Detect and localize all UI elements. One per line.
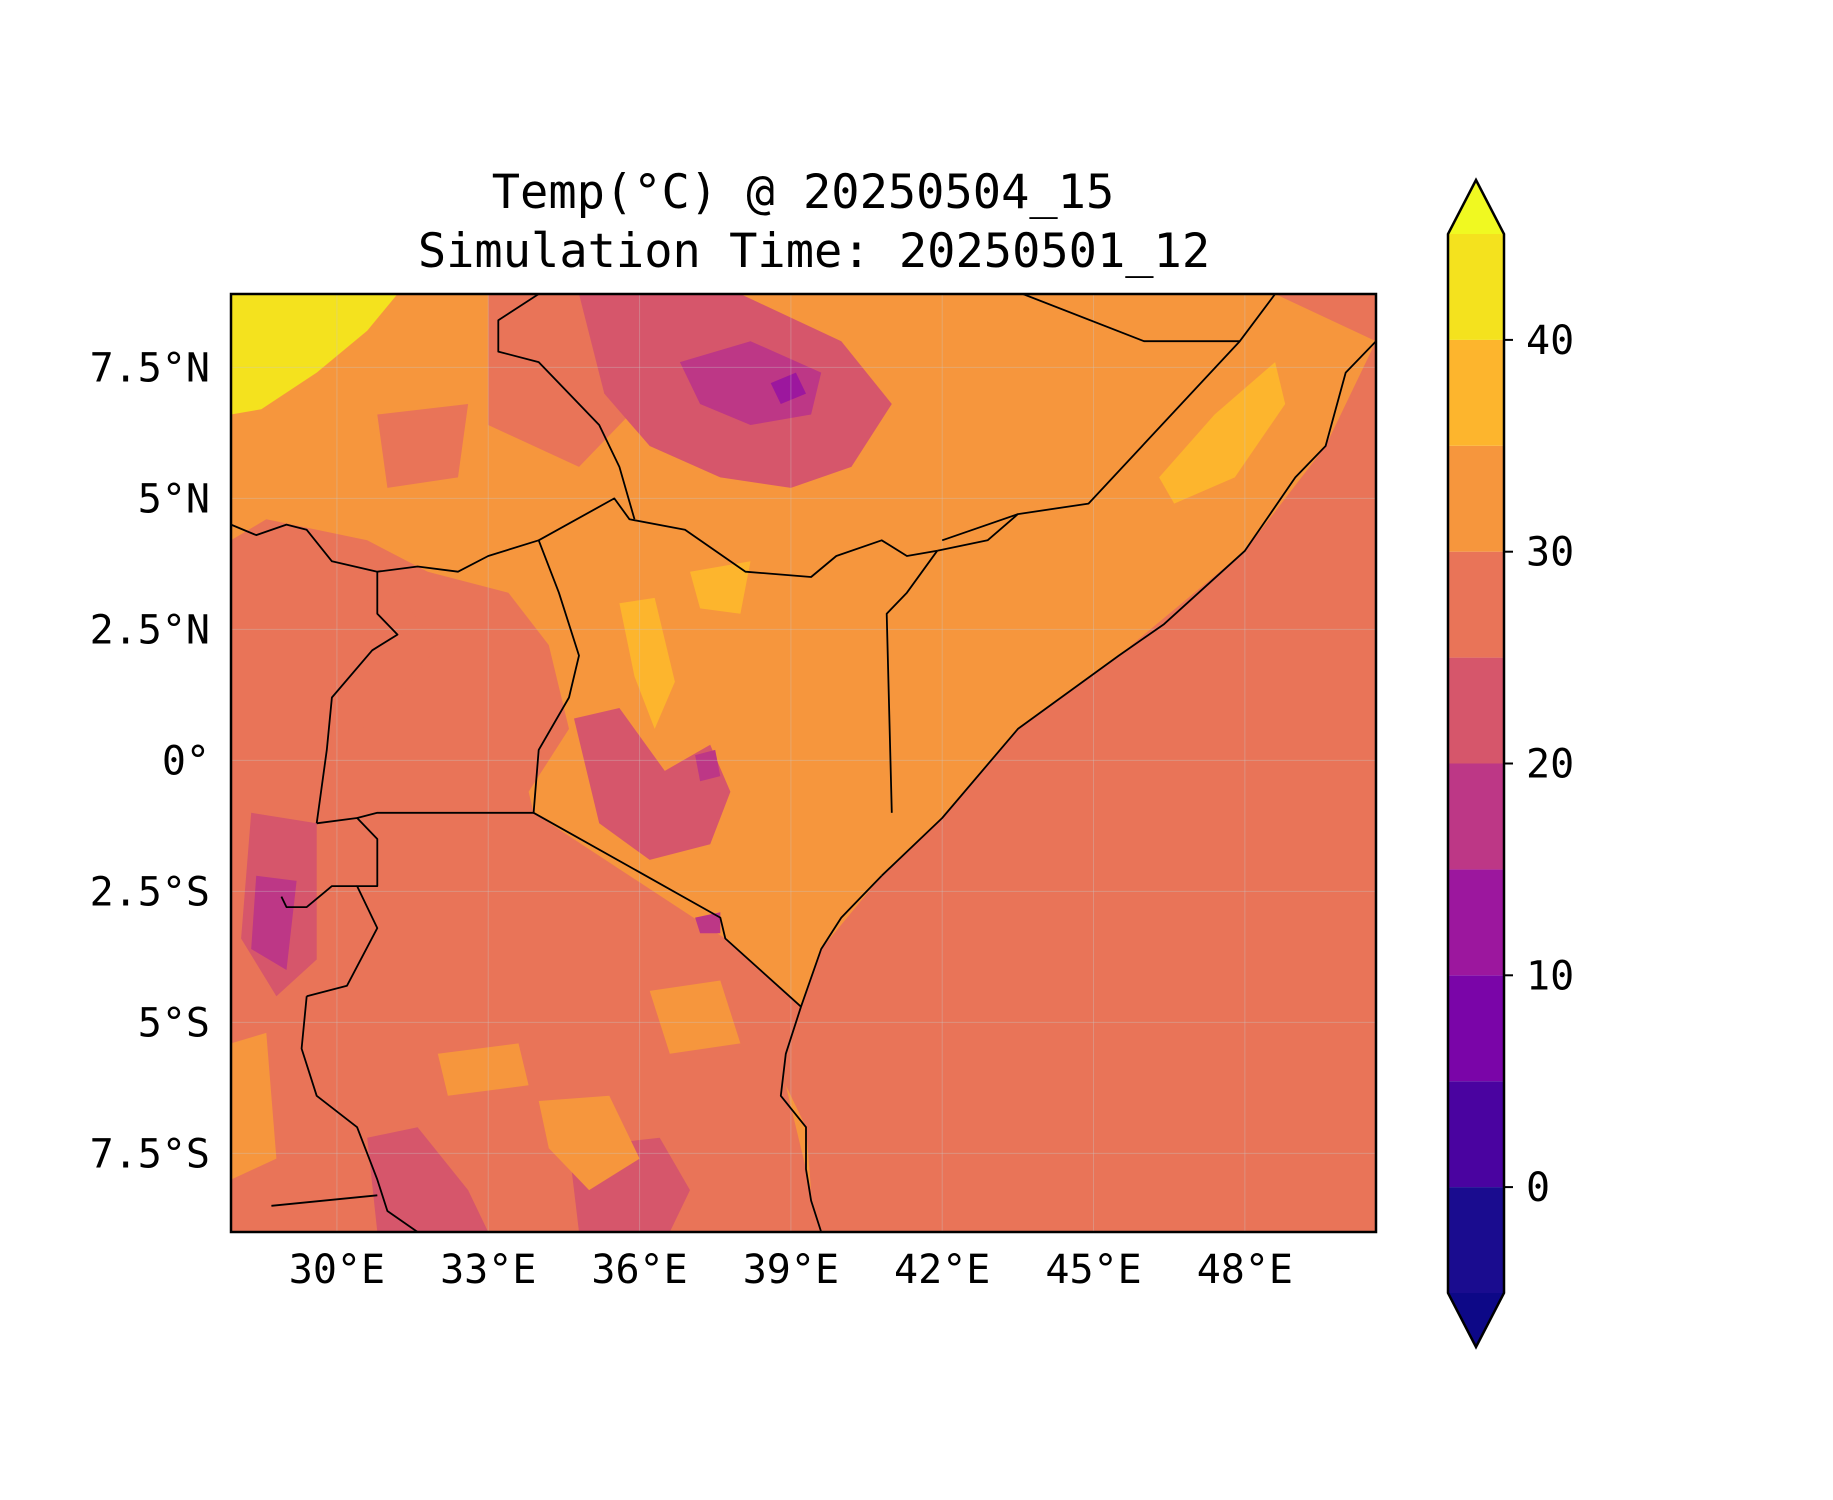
border-line-15 (881, 340, 1376, 877)
border-line-3 (937, 294, 1276, 552)
lat-tick-label: 5°N (138, 476, 210, 522)
colorbar-segment (1448, 975, 1504, 1082)
border-line-7 (306, 817, 379, 998)
region-uganda-west (316, 592, 438, 750)
land-patch-2 (377, 404, 469, 488)
region-west-edge-warm (231, 1032, 277, 1180)
colorbar-segment (1448, 869, 1504, 976)
border-line-6 (1022, 294, 1240, 343)
lon-tick-label: 33°E (440, 1247, 536, 1293)
region-mt-kenya (695, 749, 721, 782)
border-line-0 (533, 812, 802, 1008)
lon-tick-label: 45°E (1045, 1247, 1141, 1293)
lat-tick-label: 2.5°N (90, 607, 210, 653)
border-line-13 (271, 1194, 378, 1207)
longitude-tick-labels: 30°E 33°E 36°E 39°E 42°E 45°E 48°E (289, 1247, 1293, 1293)
border-line-2 (532, 497, 938, 813)
lat-tick-label: 7.5°N (90, 345, 210, 391)
map-frame (229, 292, 1378, 1234)
colorbar-tick-label: 10 (1526, 953, 1574, 999)
figure-title-line2: Simulation Time: 20250501_12 (418, 224, 1210, 279)
region-north-kenya-hot (690, 561, 751, 614)
colorbar-segment (1448, 339, 1504, 446)
lat-tick-label: 7.5°S (90, 1131, 210, 1177)
colorbar-segment (1448, 551, 1504, 658)
colorbar-segment (1448, 234, 1504, 340)
colorbar-tick-label: 0 (1526, 1165, 1550, 1211)
region-kilimanjaro (695, 912, 721, 934)
border-line-9 (231, 523, 539, 573)
colorbar: 0 10 20 30 40 (1446, 177, 1574, 1350)
colorbar-tick-label: 30 (1526, 530, 1574, 576)
region-tanzania-south-cool (367, 1127, 489, 1232)
region-rwanda-burundi-cold (251, 875, 297, 970)
colorbar-segment (1448, 763, 1504, 870)
figure-title-line1: Temp(°C) @ 20250504_15 (492, 165, 1115, 220)
map-area (229, 292, 1378, 1234)
region-somalia-hot-patch (1159, 362, 1286, 504)
border-line-10 (315, 571, 399, 824)
lon-tick-label: 42°E (894, 1247, 990, 1293)
gridlines (231, 294, 1376, 1232)
region-tanzania-warm-2 (437, 1043, 529, 1096)
border-line-4 (885, 550, 938, 813)
lon-tick-label: 30°E (289, 1247, 385, 1293)
colorbar-tick-label: 40 (1526, 318, 1574, 364)
lon-tick-label: 39°E (743, 1247, 839, 1293)
colorbar-over-arrow (1448, 180, 1504, 234)
border-line-5 (941, 513, 1019, 542)
region-kenya-highlands (574, 708, 731, 860)
colorbar-tick-label: 20 (1526, 742, 1574, 788)
border-line-8 (280, 885, 358, 908)
lon-tick-label: 36°E (591, 1247, 687, 1293)
border-line-11 (497, 294, 636, 520)
region-tanzania-warm-3 (649, 980, 741, 1054)
lon-tick-label: 48°E (1197, 1247, 1293, 1293)
border-line-14 (779, 875, 883, 1232)
colorbar-segment (1448, 657, 1504, 764)
lat-tick-label: 5°S (138, 1000, 210, 1046)
region-ethiopia-coldest (770, 372, 806, 404)
country-borders (231, 294, 1376, 1232)
border-line-1 (356, 811, 534, 819)
colorbar-under-arrow (1448, 1293, 1504, 1347)
lat-tick-label: 2.5°S (90, 869, 210, 915)
colorbar-segment (1448, 1187, 1504, 1293)
colorbar-segment (1448, 445, 1504, 552)
colorbar-outline (1446, 177, 1506, 1350)
temperature-contours (231, 294, 1286, 1232)
region-tanzania-warm-1 (538, 1095, 640, 1191)
region-lake-turkana-hot (619, 597, 675, 729)
region-ethiopia-peaks (679, 341, 822, 425)
border-line-12 (300, 996, 419, 1232)
latitude-tick-labels: 7.5°N 5°N 2.5°N 0° 2.5°S 5°S 7.5°S (90, 345, 210, 1177)
lat-tick-label: 0° (162, 738, 210, 784)
region-sudan-north-hot (231, 294, 398, 415)
colorbar-segment (1448, 1081, 1504, 1188)
